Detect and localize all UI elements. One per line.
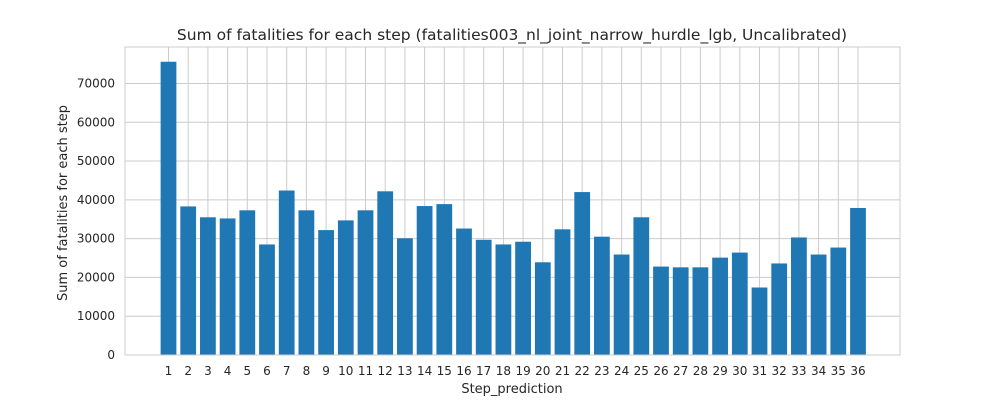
- x-tick-label: 10: [338, 364, 353, 378]
- plot-frame: [124, 46, 901, 356]
- bar-step-7: [278, 190, 295, 355]
- bar-step-18: [495, 244, 512, 355]
- y-axis-label: Sum of fatalities for each step: [56, 105, 71, 301]
- bar-step-3: [200, 217, 216, 355]
- y-tick-label: 50000: [77, 154, 115, 168]
- x-tick-label: 28: [693, 364, 708, 378]
- bar-step-5: [239, 210, 256, 355]
- y-tick-label: 0: [107, 348, 115, 362]
- x-tick-label: 13: [397, 364, 412, 378]
- x-tick-label: 5: [243, 364, 251, 378]
- bars-layer: [160, 61, 866, 356]
- bar-step-31: [751, 287, 768, 355]
- bar-step-19: [515, 241, 531, 355]
- bar-step-30: [731, 252, 748, 355]
- bar-step-21: [554, 229, 571, 355]
- x-tick-label: 33: [791, 364, 806, 378]
- bar-step-22: [574, 192, 591, 355]
- bar-step-9: [318, 230, 334, 355]
- x-tick-label: 22: [575, 364, 590, 378]
- x-tick-label: 23: [594, 364, 609, 378]
- x-tick-label: 8: [303, 364, 311, 378]
- bar-step-13: [397, 238, 413, 355]
- x-tick-label: 3: [204, 364, 212, 378]
- bar-step-6: [259, 244, 275, 355]
- bar-step-34: [810, 254, 827, 355]
- x-axis-label: Step_prediction: [461, 382, 562, 397]
- x-tick-label: 35: [831, 364, 846, 378]
- x-tick-label: 17: [476, 364, 491, 378]
- x-tick-label: 14: [417, 364, 432, 378]
- bar-step-4: [219, 218, 236, 355]
- x-tick-label: 2: [184, 364, 192, 378]
- x-tick-label: 4: [224, 364, 232, 378]
- bar-step-24: [613, 254, 630, 355]
- x-tick-label: 7: [283, 364, 291, 378]
- x-tick-label: 16: [456, 364, 471, 378]
- x-tick-label: 18: [496, 364, 511, 378]
- y-tick-label: 30000: [77, 232, 115, 246]
- bar-step-35: [830, 247, 847, 355]
- y-tick-label: 60000: [77, 115, 115, 129]
- bar-step-15: [436, 204, 453, 355]
- bar-step-1: [160, 61, 177, 356]
- bar-step-25: [633, 217, 650, 355]
- x-tick-label: 31: [752, 364, 767, 378]
- bar-step-8: [298, 210, 315, 355]
- x-tick-label: 32: [772, 364, 787, 378]
- y-tick-labels: 0 10000 20000 30000 40000 50000 60000 70000: [77, 76, 115, 362]
- x-tick-label: 34: [811, 364, 826, 378]
- bar-step-27: [672, 267, 689, 355]
- x-tick-label: 26: [653, 364, 668, 378]
- bar-step-11: [357, 210, 374, 355]
- bar-step-26: [653, 266, 669, 355]
- x-tick-label: 21: [555, 364, 570, 378]
- bar-step-32: [771, 263, 788, 355]
- y-tick-label: 40000: [77, 193, 115, 207]
- x-tick-label: 9: [322, 364, 330, 378]
- y-tick-label: 10000: [77, 309, 115, 323]
- x-tick-label: 1: [165, 364, 173, 378]
- x-tick-label: 36: [850, 364, 865, 378]
- bar-step-36: [850, 207, 866, 355]
- x-tick-label: 25: [634, 364, 649, 378]
- bar-step-23: [594, 236, 610, 355]
- x-tick-label: 19: [515, 364, 530, 378]
- bar-step-20: [534, 262, 551, 355]
- y-tick-label: 70000: [77, 76, 115, 90]
- bar-step-17: [475, 239, 492, 355]
- chart-title: Sum of fatalities for each step (fatalit…: [177, 26, 847, 45]
- bar-step-33: [791, 237, 807, 355]
- x-tick-label: 6: [263, 364, 271, 378]
- x-tick-label: 20: [535, 364, 550, 378]
- x-tick-labels: 1 2 3 4 5 6 7 8 9 10 11 12 13 14 15 16 17 18 19 20 21 22 23 24 2…: [165, 364, 866, 378]
- x-tick-label: 12: [378, 364, 393, 378]
- bar-step-16: [456, 228, 472, 355]
- x-tick-label: 30: [732, 364, 747, 378]
- bar-step-29: [712, 257, 728, 355]
- x-tick-label: 24: [614, 364, 629, 378]
- bar-step-28: [692, 267, 709, 355]
- x-tick-label: 11: [358, 364, 373, 378]
- x-tick-label: 15: [437, 364, 452, 378]
- bar-step-2: [180, 206, 197, 355]
- x-tick-label: 27: [673, 364, 688, 378]
- x-tick-label: 29: [712, 364, 727, 378]
- bar-step-12: [377, 191, 394, 355]
- bar-step-10: [337, 220, 354, 355]
- bar-step-14: [416, 206, 433, 355]
- y-tick-label: 20000: [77, 270, 115, 284]
